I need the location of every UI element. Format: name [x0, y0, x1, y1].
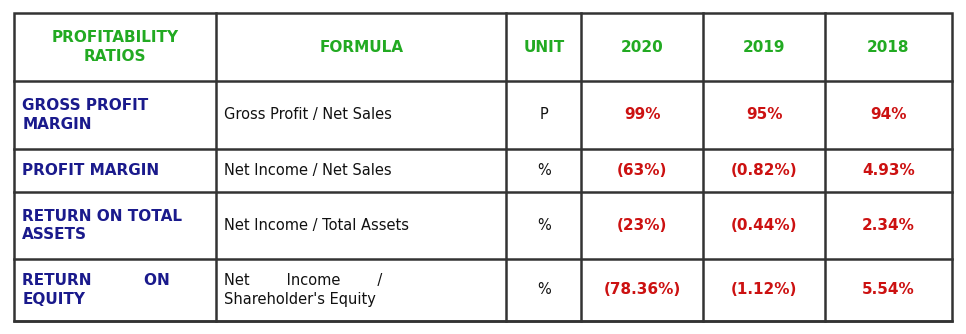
Text: 2018: 2018 [867, 40, 910, 55]
Text: %: % [537, 163, 551, 178]
Text: P: P [540, 107, 549, 122]
Text: Gross Profit / Net Sales: Gross Profit / Net Sales [224, 107, 391, 122]
Text: 2020: 2020 [621, 40, 664, 55]
Text: UNIT: UNIT [524, 40, 564, 55]
Text: (78.36%): (78.36%) [604, 283, 681, 297]
Text: (0.44%): (0.44%) [731, 218, 797, 233]
Text: 99%: 99% [624, 107, 661, 122]
Text: 2.34%: 2.34% [862, 218, 915, 233]
Text: %: % [537, 218, 551, 233]
Text: 5.54%: 5.54% [862, 283, 915, 297]
Text: (23%): (23%) [617, 218, 668, 233]
Text: RETURN          ON
EQUITY: RETURN ON EQUITY [22, 273, 170, 307]
Text: 2019: 2019 [743, 40, 785, 55]
Text: %: % [537, 283, 551, 297]
Text: Net        Income        /
Shareholder's Equity: Net Income / Shareholder's Equity [224, 273, 382, 307]
Text: (0.82%): (0.82%) [731, 163, 797, 178]
Text: 94%: 94% [870, 107, 906, 122]
Text: RETURN ON TOTAL
ASSETS: RETURN ON TOTAL ASSETS [22, 209, 183, 242]
Text: (63%): (63%) [617, 163, 668, 178]
Text: GROSS PROFIT
MARGIN: GROSS PROFIT MARGIN [22, 98, 149, 132]
Text: Net Income / Net Sales: Net Income / Net Sales [224, 163, 391, 178]
Text: Net Income / Total Assets: Net Income / Total Assets [224, 218, 409, 233]
Text: FORMULA: FORMULA [319, 40, 403, 55]
Text: 95%: 95% [746, 107, 782, 122]
Text: PROFIT MARGIN: PROFIT MARGIN [22, 163, 159, 178]
Text: PROFITABILITY
RATIOS: PROFITABILITY RATIOS [51, 30, 179, 64]
Text: 4.93%: 4.93% [862, 163, 915, 178]
Text: (1.12%): (1.12%) [731, 283, 797, 297]
